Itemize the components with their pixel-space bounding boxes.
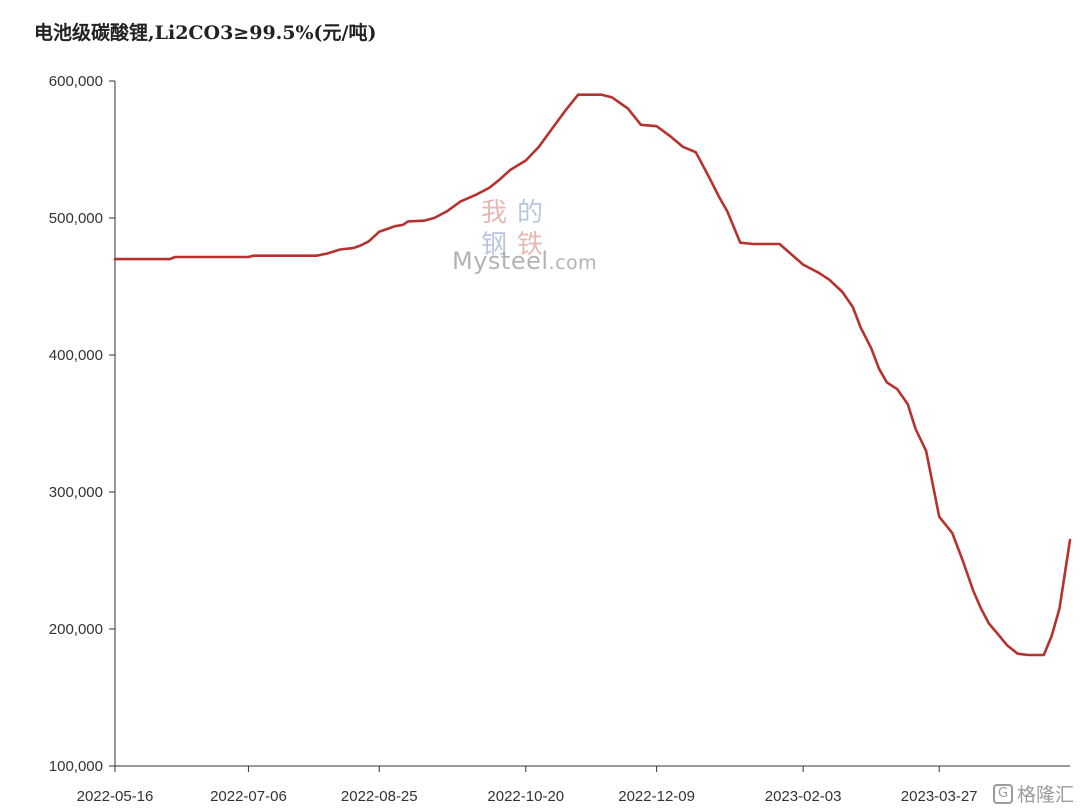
y-tick-label: 300,000	[49, 484, 103, 501]
brand-logo: G 格隆汇	[992, 780, 1074, 807]
series-line	[113, 93, 1072, 657]
y-tick-label: 200,000	[49, 621, 103, 638]
watermark-char: 的	[516, 198, 543, 228]
logo-icon: G	[992, 783, 1013, 804]
watermark-main: Mysteel	[452, 247, 549, 275]
chart-title: 电池级碳酸锂,Li2CO3≥99.5%(元/吨)	[34, 22, 377, 44]
y-axis: 100,000 200,000 300,000 400,000 500,000 600,0…	[49, 73, 116, 775]
x-tick-label: 2022-12-09	[618, 788, 695, 805]
x-tick-label: 2022-05-16	[77, 788, 154, 805]
y-tick-label: 500,000	[49, 210, 103, 227]
watermark-text: Mysteel.com	[452, 247, 597, 275]
x-tick-label: 2022-10-20	[487, 788, 564, 805]
x-tick-label: 2023-03-27	[901, 788, 978, 805]
y-tick-label: 600,000	[49, 73, 103, 90]
watermark-char: 铁	[516, 230, 543, 260]
watermark-mark: 我 的 钢 铁	[476, 197, 548, 261]
y-tick-label: 100,000	[49, 758, 103, 775]
x-tick-label: 2023-02-03	[765, 788, 842, 805]
x-tick-label: 2022-08-25	[341, 788, 418, 805]
series-layer	[113, 93, 1072, 657]
watermark-char: 我	[480, 198, 507, 228]
logo-text: 格隆汇	[1016, 784, 1074, 806]
x-axis: 2022-05-16 2022-07-06 2022-08-25 2022-10-20…	[77, 765, 1070, 805]
x-tick-label: 2022-07-06	[210, 788, 287, 805]
y-tick-label: 400,000	[49, 347, 103, 364]
watermark-dot: .com	[548, 252, 598, 274]
watermark-char: 钢	[480, 230, 507, 260]
